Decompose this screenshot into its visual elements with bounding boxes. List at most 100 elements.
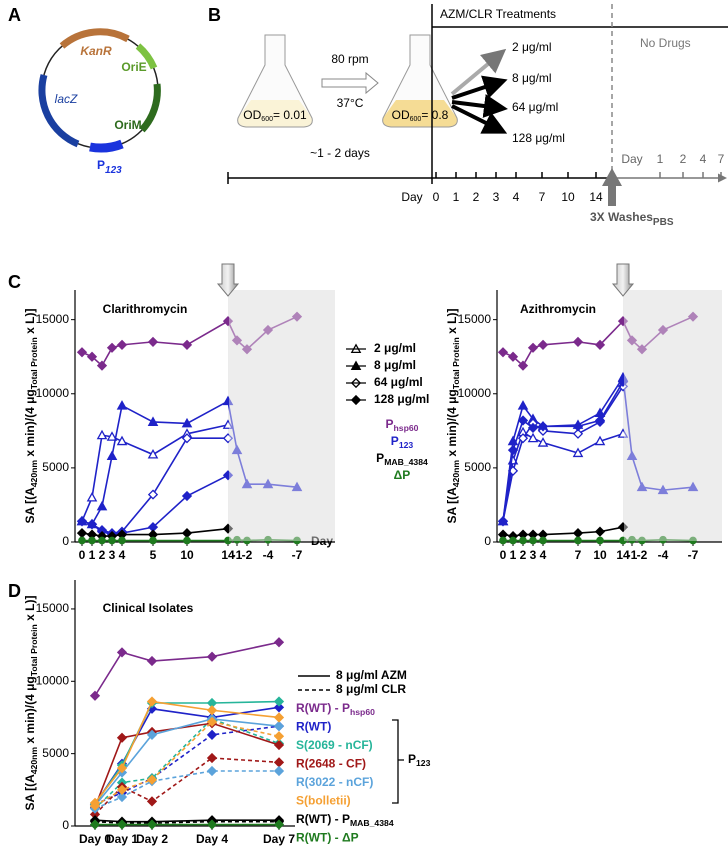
x-tick-label: 5 (150, 548, 157, 562)
plasmid: KanR OriE OriM lacZ P123 (38, 28, 161, 176)
marker (273, 819, 285, 830)
x-axis-title: Day (311, 534, 333, 548)
marker (206, 705, 218, 716)
marker (527, 432, 539, 443)
marker (206, 716, 218, 727)
y-axis-title: SA [(A420nm x min)/(4 μgTotal Protein x … (23, 309, 39, 524)
chart-title: Clinical Isolates (103, 601, 194, 615)
marker (273, 712, 285, 723)
legend-label: 8 μg/ml AZM (336, 668, 407, 682)
marker (222, 419, 234, 429)
text-part: R(2648 - CF) (296, 757, 366, 771)
marker (594, 526, 606, 537)
y-tick-label: 5000 (42, 746, 69, 760)
marker (76, 516, 88, 527)
x-tick-label: -2 (637, 548, 648, 562)
marker (273, 739, 285, 751)
y-tick-label: 10000 (36, 673, 70, 687)
x-tick-label: 0 (79, 548, 86, 562)
legend-label: S(2069 - nCF) (296, 738, 373, 752)
day-number: 14 (589, 190, 603, 204)
header: No Drugs (640, 36, 691, 50)
text-part: P (408, 752, 416, 766)
marker (507, 444, 519, 456)
text-part: OD (243, 108, 261, 122)
marker (146, 655, 158, 667)
arrow (451, 94, 508, 118)
marker (537, 437, 549, 447)
marker (626, 335, 638, 346)
y-tick-label: 0 (62, 818, 69, 832)
day-label: Day (621, 152, 642, 166)
x-tick-label: Day 2 (136, 832, 168, 846)
text-part: = 0.01 (273, 108, 307, 122)
text-part: x min)/(4 μg (445, 389, 459, 460)
marker (96, 500, 108, 511)
flask (237, 34, 313, 128)
marker (572, 428, 584, 439)
arrow (451, 104, 508, 134)
marker (206, 819, 218, 830)
text-part: OD (392, 108, 410, 122)
marker (241, 344, 253, 355)
text-part: 3X Washes (590, 210, 653, 224)
x-tick-label: -2 (242, 548, 253, 562)
x-tick-label: 10 (180, 548, 194, 562)
marker (146, 796, 158, 807)
marker (146, 774, 158, 785)
marker (594, 415, 606, 426)
x-tick-label: 4 (119, 548, 126, 562)
y-tick-label: 10000 (36, 386, 70, 400)
text-part: 420nm (29, 460, 39, 488)
text-part: x min)/(4 μg (23, 676, 37, 747)
marker (231, 335, 243, 346)
x-tick-label: -7 (292, 548, 303, 562)
panel-label: A (8, 5, 21, 25)
marker (222, 433, 234, 444)
marker (509, 536, 517, 545)
marker (657, 484, 669, 495)
marker (596, 536, 604, 545)
plasmid-label: OriE (121, 60, 146, 74)
duration: ~1 - 2 days (310, 146, 370, 160)
flask (382, 34, 458, 128)
marker (517, 360, 529, 371)
y-tick-label: 15000 (36, 601, 70, 615)
chart-title: Clarithromycin (103, 302, 188, 316)
chart-title: Azithromycin (520, 302, 596, 316)
marker (146, 729, 158, 740)
marker (89, 800, 101, 811)
bracket (392, 719, 404, 804)
promoter-label: ΔP (394, 468, 411, 482)
marker (574, 536, 582, 545)
x-tick-label: Day 0 (79, 832, 111, 846)
marker (116, 435, 128, 446)
text-part: x L)] (23, 309, 37, 338)
marker (108, 536, 116, 545)
series-line (502, 375, 694, 522)
text-part: SA [(A (23, 774, 37, 811)
marker (572, 527, 584, 539)
od-label: OD600= 0.01 (243, 108, 307, 123)
marker (116, 647, 128, 658)
marker (86, 519, 98, 530)
marker (687, 311, 699, 322)
day-number: 2 (680, 152, 687, 166)
marker (76, 527, 88, 539)
marker (147, 489, 159, 500)
marker (181, 339, 193, 350)
marker (98, 536, 106, 545)
marker (181, 417, 193, 428)
bracket-label: P123 (408, 752, 431, 768)
marker (231, 444, 243, 455)
marker (116, 784, 128, 795)
marker (497, 516, 509, 527)
marker (273, 637, 285, 648)
y-tick-label: 5000 (42, 460, 69, 474)
text-part: P (391, 434, 399, 448)
promoter-label: P123 (391, 434, 414, 450)
marker (116, 339, 128, 350)
y-tick-label: 15000 (36, 312, 70, 326)
day-number: 4 (700, 152, 707, 166)
marker (262, 324, 274, 336)
